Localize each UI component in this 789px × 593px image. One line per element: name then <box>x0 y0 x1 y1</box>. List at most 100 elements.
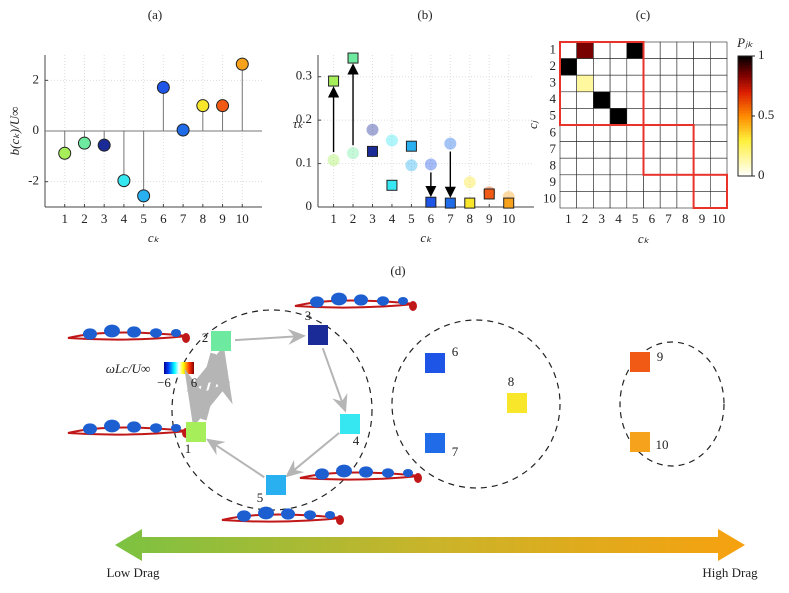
x-axis-label: cₖ <box>148 230 160 245</box>
colorbar-slice <box>738 122 752 126</box>
heatmap-cell <box>659 141 678 159</box>
heatmap-cell <box>709 108 728 126</box>
colorbar-slice <box>738 65 752 69</box>
heatmap-cell <box>609 174 628 192</box>
heatmap-cell <box>709 157 728 176</box>
circle-marker <box>347 147 360 160</box>
x-tick-label: 1 <box>330 211 337 226</box>
heatmap-cell <box>576 191 594 209</box>
heatmap-cell <box>593 141 611 159</box>
x-tick-label: 2 <box>582 211 589 226</box>
vortex <box>304 510 316 520</box>
cluster-node <box>630 432 650 452</box>
heatmap-cell <box>643 91 661 109</box>
panel-label: (c) <box>636 7 650 22</box>
node-label: 9 <box>657 349 664 364</box>
node-label: 1 <box>185 441 192 456</box>
heatmap-cell <box>659 157 678 176</box>
stem-head <box>137 189 151 203</box>
cluster-circle <box>391 319 561 489</box>
colorbar-tick-label: 0.5 <box>758 107 774 122</box>
colorbar-tick-label: 0 <box>758 167 765 182</box>
heatmap-cell <box>693 58 711 76</box>
stem-head <box>97 138 111 152</box>
vortex <box>150 328 162 338</box>
colorbar-slice <box>738 98 752 102</box>
vortex <box>127 326 141 338</box>
colorbar-slice <box>738 59 752 63</box>
heatmap-cell <box>576 141 594 159</box>
colorbar-slice <box>738 155 752 159</box>
colorbar-slice <box>738 86 752 90</box>
stem-head <box>235 57 249 71</box>
heatmap-cell <box>593 41 611 59</box>
x-tick-label: 7 <box>180 211 187 226</box>
heatmap-cell <box>576 174 594 192</box>
square-marker <box>444 197 456 209</box>
x-tick-label: 1 <box>565 211 572 226</box>
y-tick-label: 7 <box>550 141 557 156</box>
colorbar-slice <box>738 134 752 138</box>
x-tick-label: 7 <box>447 211 454 226</box>
vortex <box>336 515 344 525</box>
heatmap-cell <box>559 191 578 209</box>
colorbar-slice <box>738 113 752 117</box>
x-tick-label: 4 <box>389 211 396 226</box>
heatmap-cell <box>643 157 661 176</box>
heatmap-cell <box>559 157 578 176</box>
heatmap-cell <box>643 191 661 209</box>
heatmap-cell <box>576 124 594 142</box>
stem-head <box>58 146 72 160</box>
cluster-node <box>630 352 650 372</box>
x-tick-label: 7 <box>665 211 672 226</box>
vorticity-tick-label: −6 <box>157 375 171 390</box>
cluster-node <box>340 414 360 434</box>
cluster-box <box>559 41 645 126</box>
heatmap-cell <box>693 191 711 209</box>
heatmap-cell <box>609 191 628 209</box>
heatmap-cell <box>626 141 644 159</box>
heatmap-cell <box>559 41 578 59</box>
heatmap-cell <box>593 74 611 93</box>
heatmap-cell <box>676 74 694 93</box>
heatmap-cell <box>659 174 678 192</box>
colorbar-slice <box>738 164 752 168</box>
vortex <box>359 466 373 478</box>
heatmap-cell <box>626 91 644 109</box>
vortex <box>104 324 120 338</box>
vortex <box>182 333 190 343</box>
drag-arrow <box>115 529 745 561</box>
heatmap-cell <box>626 74 644 93</box>
colorbar-slice <box>738 149 752 153</box>
stem-head <box>156 80 170 94</box>
heatmap-cell <box>593 108 611 126</box>
heatmap-cell <box>609 41 628 59</box>
square-marker <box>347 52 359 64</box>
y-tick-label: 2 <box>33 71 40 86</box>
colorbar-slice <box>738 116 752 120</box>
heatmap-cell <box>693 108 711 126</box>
square-marker <box>405 140 417 152</box>
node-label: 5 <box>257 490 264 505</box>
heatmap-cell <box>576 108 594 126</box>
heatmap-cell <box>626 157 644 176</box>
vortex <box>336 464 352 478</box>
colorbar-slice <box>738 101 752 105</box>
y-tick-label: 0 <box>306 198 313 213</box>
colorbar-slice <box>738 152 752 156</box>
flow-snapshot <box>67 419 190 438</box>
x-tick-label: 9 <box>699 211 706 226</box>
transition-arrow <box>321 347 348 413</box>
y-tick-label: 6 <box>550 124 557 139</box>
heatmap-cell <box>676 91 694 109</box>
square-marker <box>503 197 515 209</box>
vorticity-colorbar <box>164 362 194 374</box>
cluster-box <box>642 124 695 176</box>
high-drag-label: High Drag <box>702 565 758 580</box>
heatmap-cell <box>576 157 594 176</box>
colorbar-slice <box>738 143 752 147</box>
heatmap-cell <box>693 124 711 142</box>
heatmap-cell <box>609 58 628 76</box>
vortex <box>325 511 335 519</box>
